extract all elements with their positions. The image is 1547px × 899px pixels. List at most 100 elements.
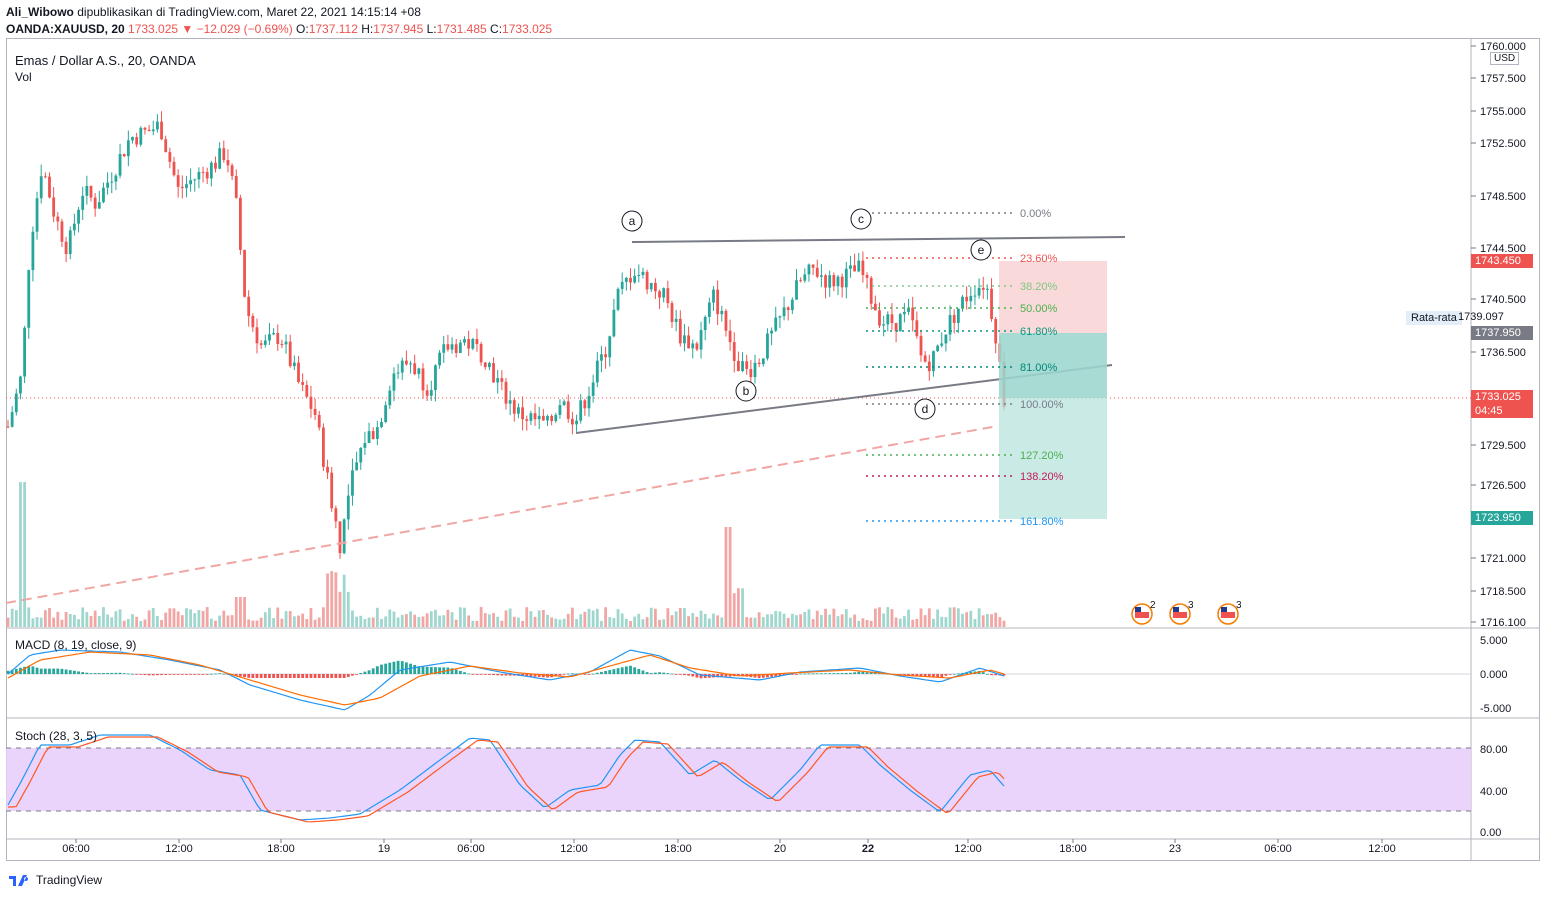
volume-bar [641,619,645,627]
volume-bar [10,608,14,627]
macd-histogram-bar [496,674,500,676]
macd-histogram-bar [218,673,222,675]
price-tick-label: 1729.500 [1480,440,1526,452]
candle-body [425,390,429,396]
macd-tick-label: 0.000 [1480,669,1508,681]
candle-body [678,318,682,344]
volume-bar [172,608,176,627]
volume-bar [707,618,711,627]
macd-histogram-bar [678,674,682,675]
price-tick-label: 1760.000 [1480,41,1526,53]
candle-body [214,162,217,169]
macd-histogram-bar [172,674,176,675]
candle-body [496,378,500,383]
volume-bar [525,607,529,627]
macd-histogram-bar [180,674,184,675]
macd-histogram-bar [612,669,616,674]
macd-histogram-bar [276,674,280,678]
macd-histogram-bar [562,674,566,675]
candle-body [193,179,197,181]
volume-bar [326,573,329,627]
macd-histogram-bar [417,666,421,674]
volume-bar [894,617,898,627]
candle-body [197,171,201,180]
volume-bar [537,610,541,627]
volume-bar [164,612,168,627]
macd-histogram-bar [85,672,89,674]
volume-bar [367,617,371,627]
candle-body [820,275,823,277]
currency-badge[interactable]: USD [1490,52,1520,65]
volume-bar [421,616,425,627]
candle-body [392,373,396,391]
volume-bar [243,597,246,627]
candle-body [907,307,910,312]
macd-histogram-bar [873,672,877,674]
macd-histogram-bar [861,671,865,674]
candle-body [637,275,641,277]
volume-bar [861,618,865,627]
volume-bar [948,607,952,627]
time-tick-label: 22 [862,843,874,855]
time-tick-label: 06:00 [1264,843,1292,855]
volume-bar [915,618,919,627]
candle-body [770,330,773,334]
macd-histogram-bar [434,667,437,674]
close-value: 1733.025 [502,22,553,36]
volume-bar [857,620,861,627]
macd-histogram-bar [741,674,744,677]
candle-body [380,422,383,428]
macd-line [7,649,1005,711]
candle-body [662,288,666,298]
volume-bar [458,607,462,627]
candle-body [898,314,902,332]
volume-bar [384,616,388,627]
macd-histogram-bar [156,674,159,676]
volume-bar [670,615,674,627]
macd-histogram-bar [803,673,807,675]
volume-bar [919,608,923,627]
candle-body [566,401,570,419]
time-tick-label: 12:00 [1368,843,1396,855]
candle-body [288,341,292,367]
upper-trendline [631,236,1126,243]
candle-body [550,415,554,422]
volume-bar [986,613,989,627]
candle-body [201,171,205,173]
macd-histogram-bar [280,674,284,678]
macd-histogram-bar [849,672,852,674]
candle-body [483,362,487,368]
candle-body [122,154,126,157]
candle-body [633,275,637,283]
price-tick-label: 1744.500 [1480,243,1526,255]
candle-body [442,344,446,353]
macd-histogram-bar [363,671,367,674]
macd-histogram-bar [674,674,678,675]
candle-body [475,339,479,345]
macd-histogram-bar [533,674,537,677]
stoch-tick-label: 40.00 [1480,786,1508,798]
volume-bar [977,608,981,627]
volume-bar [612,618,616,627]
candle-body [500,378,504,382]
macd-histogram-bar [820,673,823,675]
volume-bar [815,610,819,627]
macd-histogram-bar [774,674,778,677]
macd-histogram-bar [35,667,39,674]
volume-bar [687,616,690,627]
candle-body [263,340,267,345]
volume-bar [541,609,545,627]
candle-body [994,318,998,344]
volume-bar [156,615,159,627]
volume-bar [346,591,350,627]
candle-body [915,320,919,337]
macd-histogram-bar [923,674,927,677]
macd-histogram-bar [305,674,309,678]
tradingview-brand[interactable]: TradingView [8,873,102,887]
macd-histogram-bar [844,672,848,674]
candle-body [164,139,168,153]
volume-bar [637,613,641,627]
macd-histogram-bar [234,674,238,676]
candle-body [932,351,935,372]
